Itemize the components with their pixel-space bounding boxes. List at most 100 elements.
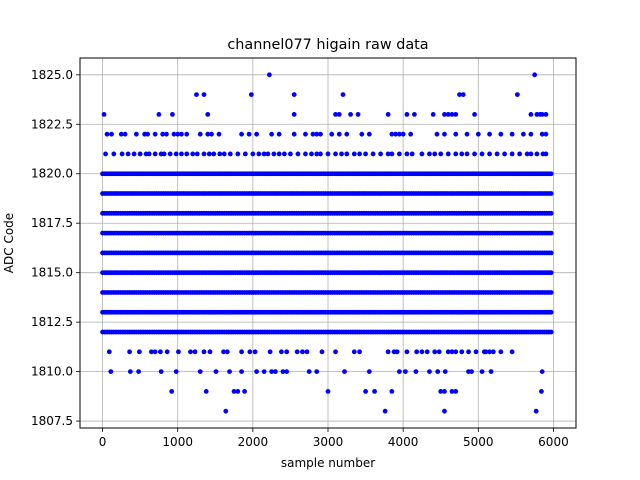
data-point [464,131,470,137]
data-point [136,369,142,375]
data-point [179,131,184,137]
data-point [122,131,128,137]
data-point [252,349,258,355]
data-point [449,111,455,117]
data-point [291,131,297,137]
data-point [176,349,181,355]
data-point [227,369,232,375]
data-point [152,131,158,137]
data-point [548,171,554,177]
data-point [170,111,175,117]
data-point [314,131,320,137]
data-point [453,349,459,355]
data-point [509,131,515,137]
data-point [543,111,549,117]
data-point [385,111,391,117]
data-point [370,151,376,157]
data-point [271,151,277,157]
data-point [548,329,554,335]
y-tick-label: 1810.0 [31,365,73,379]
data-point [203,389,209,394]
data-point [378,151,384,157]
x-tick-label: 4000 [388,435,419,449]
data-point [487,131,492,137]
data-point [173,369,179,375]
data-point [548,230,554,236]
data-point [539,389,544,394]
data-point [269,131,275,137]
data-point [261,369,267,375]
data-point [216,131,222,137]
data-point [548,270,554,276]
data-point [487,151,492,157]
data-point [152,349,158,355]
data-point [188,349,193,355]
data-point [340,92,346,97]
data-point [427,369,432,375]
data-point [265,151,271,157]
data-point [414,349,420,355]
data-point [438,151,444,157]
y-axis-label: ADC Code [2,213,16,273]
data-point [344,151,350,157]
x-tick-label: 2000 [238,435,269,449]
data-point [382,408,388,414]
data-point [333,151,338,157]
data-point [472,151,477,157]
data-point [396,131,402,137]
data-point [217,151,223,157]
data-point [466,349,471,355]
data-point [111,151,117,157]
data-point [359,131,365,137]
data-point [498,131,504,137]
data-point [442,111,447,117]
data-point [548,250,554,256]
data-point [205,111,211,117]
data-point [336,131,342,137]
data-point [413,369,419,375]
data-point [520,131,526,137]
data-point [509,151,515,157]
x-tick-label: 6000 [538,435,569,449]
data-point [502,151,508,157]
data-point [306,369,312,375]
data-point [104,131,110,137]
data-point [190,151,196,157]
data-point [201,92,207,97]
data-point [242,151,248,157]
data-point [231,389,237,394]
data-point [355,111,361,117]
data-point [453,131,459,137]
data-point [279,349,284,355]
y-tick-label: 1820.0 [31,167,73,181]
data-point [284,369,290,375]
data-point [543,131,549,137]
y-tick-label: 1817.5 [31,216,73,230]
data-point [494,151,500,157]
data-point [148,349,154,355]
data-point [206,151,212,157]
y-tick-label: 1822.5 [31,117,73,131]
data-point [108,369,114,375]
data-point [227,151,233,157]
data-point [125,151,131,157]
x-tick-label: 0 [99,435,107,449]
x-axis-ticks: 0 1000 2000 3000 4000 5000 6000 [99,428,569,449]
data-point [127,369,133,375]
data-point [459,151,465,157]
data-point [173,151,179,157]
data-point [344,131,350,137]
data-point [548,210,554,216]
data-point [101,111,107,117]
data-point [288,151,293,157]
data-point [325,151,331,157]
data-point [445,151,451,157]
data-point [303,131,308,137]
data-point [442,131,447,137]
data-point [435,369,441,375]
data-point [389,131,395,137]
data-point [372,389,377,394]
data-point [342,369,347,375]
y-tick-label: 1812.5 [31,315,73,329]
